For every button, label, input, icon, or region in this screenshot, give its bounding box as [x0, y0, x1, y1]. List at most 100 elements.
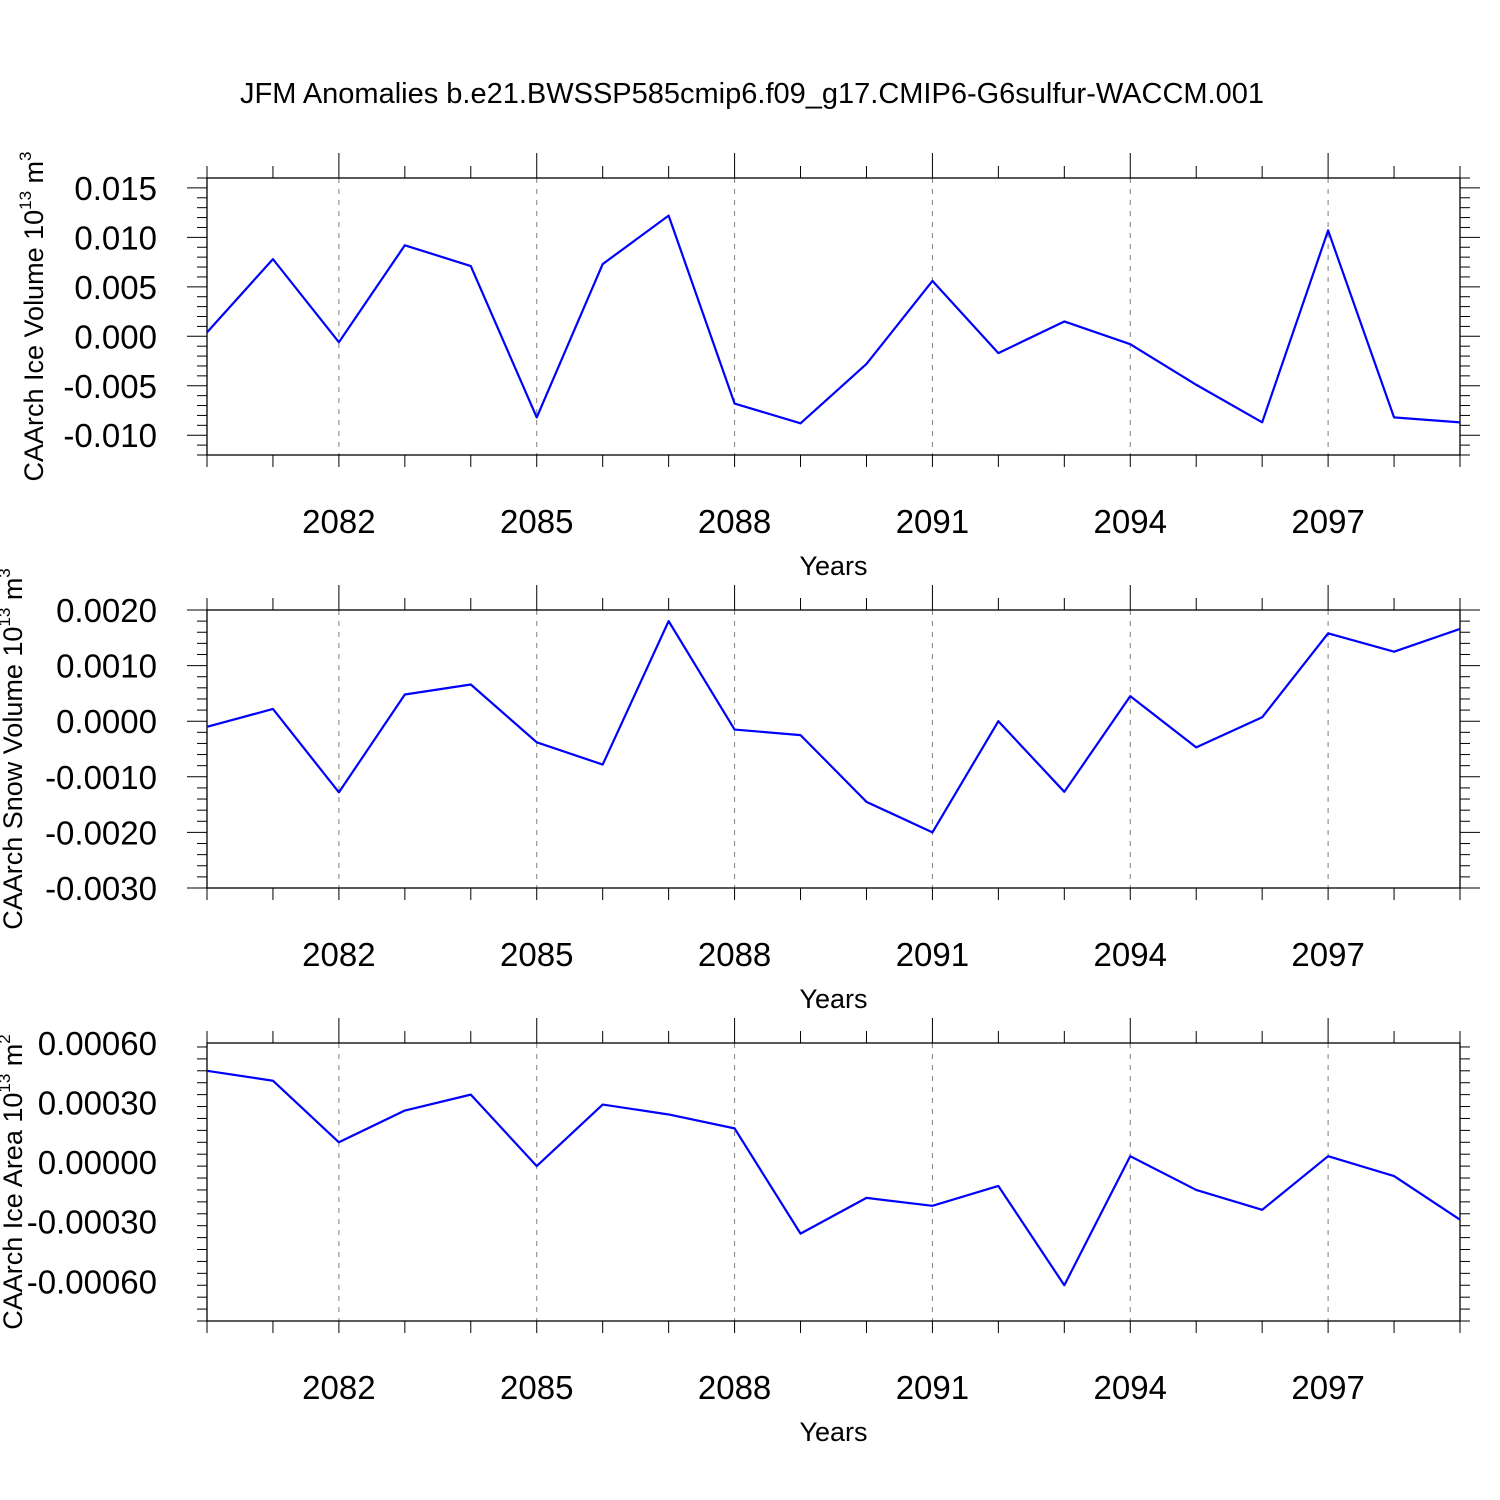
y-tick-label: -0.005 — [63, 368, 157, 405]
x-tick-label: 2097 — [1291, 1369, 1364, 1406]
y-axis-label-superscript: 13 — [0, 1074, 14, 1093]
x-tick-label: 2088 — [698, 1369, 771, 1406]
y-tick-label: -0.00060 — [27, 1263, 157, 1300]
y-axis-label-text: m — [19, 161, 49, 191]
data-point — [536, 741, 538, 743]
x-tick-label: 2085 — [500, 1369, 573, 1406]
y-axis-label-superscript: 13 — [16, 191, 35, 210]
x-tick-label: 2094 — [1094, 936, 1167, 973]
y-tick-label: -0.010 — [63, 417, 157, 454]
data-point — [1459, 421, 1461, 423]
panel-2: 2082 2085 2088 2091 2094 2097 0.0020 0.0010 0.00… — [0, 568, 1480, 1014]
data-point — [800, 734, 802, 736]
data-point — [404, 1110, 406, 1112]
data-point — [668, 215, 670, 217]
y-tick-label: -0.0010 — [45, 759, 157, 796]
y-tick-label: -0.0030 — [45, 870, 157, 907]
data-point — [1459, 1219, 1461, 1221]
data-point — [404, 244, 406, 246]
data-point — [1195, 746, 1197, 748]
data-point — [800, 1233, 802, 1235]
data-point — [1261, 716, 1263, 718]
data-point — [338, 1141, 340, 1143]
data-point — [1063, 791, 1065, 793]
y-tick-label: 0.000 — [74, 318, 157, 355]
data-point — [1327, 1155, 1329, 1157]
y-axis-label-superscript: 2 — [0, 1034, 14, 1043]
data-point — [206, 1070, 208, 1072]
plot-frame — [206, 177, 1461, 456]
x-tick-label: 2097 — [1291, 503, 1364, 540]
data-point — [338, 791, 340, 793]
data-point — [1129, 695, 1131, 697]
data-point — [1393, 651, 1395, 653]
data-point — [1195, 384, 1197, 386]
data-point — [734, 1127, 736, 1129]
data-point — [997, 720, 999, 722]
data-point — [536, 416, 538, 418]
series-line — [206, 620, 1461, 834]
data-point — [997, 1185, 999, 1187]
data-point — [404, 694, 406, 696]
plot-frame — [206, 609, 1461, 889]
x-tick-label: 2082 — [302, 1369, 375, 1406]
data-point — [338, 341, 340, 343]
data-point — [865, 801, 867, 803]
y-axis-label: CAArch Ice Volume 1013 m3 — [16, 151, 49, 481]
data-point — [800, 422, 802, 424]
data-point — [1459, 628, 1461, 630]
data-point — [1327, 229, 1329, 231]
y-tick-label: 0.0010 — [56, 648, 157, 685]
data-point — [602, 764, 604, 766]
x-tick-label: 2082 — [302, 936, 375, 973]
x-tick-label: 2094 — [1094, 503, 1167, 540]
x-tick-label: 2082 — [302, 503, 375, 540]
data-point — [1261, 421, 1263, 423]
x-tick-label: 2085 — [500, 503, 573, 540]
data-point — [931, 831, 933, 833]
data-point — [1393, 416, 1395, 418]
data-point — [470, 1094, 472, 1096]
data-point — [668, 1113, 670, 1115]
data-point — [931, 280, 933, 282]
y-axis-label-text: CAArch Ice Area 10 — [0, 1093, 28, 1330]
y-axis-label: CAArch Ice Area 1013 m2 — [0, 1034, 28, 1330]
y-axis-label-text: m — [0, 578, 28, 608]
y-axis-label-superscript: 3 — [16, 151, 35, 160]
data-point — [272, 708, 274, 710]
y-tick-label: 0.010 — [74, 219, 157, 256]
y-tick-label: 0.00030 — [38, 1085, 157, 1122]
series-line — [206, 1069, 1461, 1287]
data-point — [931, 1205, 933, 1207]
x-tick-label: 2091 — [896, 503, 969, 540]
data-point — [668, 620, 670, 622]
y-tick-label: -0.00030 — [27, 1204, 157, 1241]
data-point — [1063, 320, 1065, 322]
data-point — [602, 1104, 604, 1106]
x-tick-label: 2091 — [896, 936, 969, 973]
y-tick-label: 0.00000 — [38, 1144, 157, 1181]
data-point — [1327, 632, 1329, 634]
x-tick-label: 2088 — [698, 936, 771, 973]
y-axis-label-superscript: 3 — [0, 568, 14, 577]
y-tick-label: 0.0000 — [56, 703, 157, 740]
data-point — [865, 363, 867, 365]
y-tick-label: 0.005 — [74, 269, 157, 306]
data-point — [1261, 1209, 1263, 1211]
y-tick-label: -0.0020 — [45, 814, 157, 851]
data-point — [1393, 1175, 1395, 1177]
x-tick-label: 2094 — [1094, 1369, 1167, 1406]
y-tick-label: 0.00060 — [38, 1025, 157, 1062]
x-tick-label: 2085 — [500, 936, 573, 973]
chart-title: JFM Anomalies b.e21.BWSSP585cmip6.f09_g1… — [239, 78, 1264, 110]
data-point — [734, 729, 736, 731]
data-point — [206, 726, 208, 728]
data-point — [470, 265, 472, 267]
data-point — [206, 331, 208, 333]
data-point — [997, 352, 999, 354]
data-point — [536, 1165, 538, 1167]
data-point — [272, 258, 274, 260]
x-axis-label: Years — [799, 551, 867, 581]
plot-frame — [206, 1042, 1461, 1322]
